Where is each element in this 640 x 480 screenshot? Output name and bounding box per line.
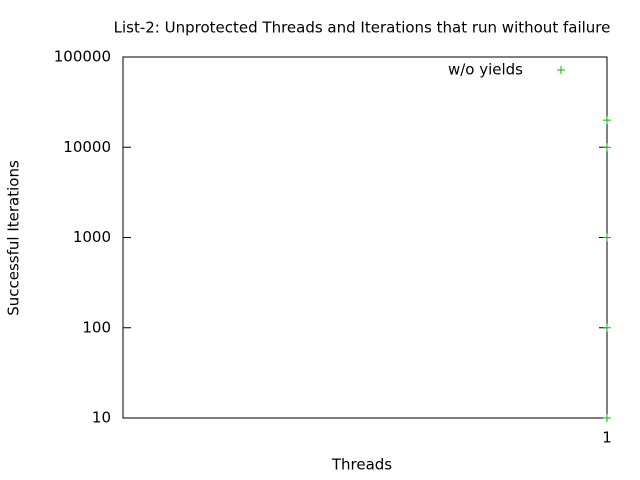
y-axis-label: Successful Iterations bbox=[5, 160, 23, 316]
x-tick-label: 1 bbox=[602, 429, 612, 447]
y-tick-label: 1000 bbox=[73, 228, 111, 246]
y-tick-label: 100 bbox=[82, 318, 111, 336]
point bbox=[603, 323, 611, 332]
legend-label: w/o yields bbox=[448, 61, 523, 79]
chart-title: List-2: Unprotected Threads and Iteratio… bbox=[114, 19, 611, 37]
point bbox=[603, 414, 611, 422]
y-tick-label: 100000 bbox=[54, 48, 111, 66]
point bbox=[603, 233, 611, 242]
y-tick-label: 10 bbox=[92, 409, 111, 427]
point bbox=[603, 116, 611, 125]
legend-marker bbox=[557, 66, 565, 74]
point bbox=[603, 143, 611, 152]
x-axis-label: Threads bbox=[331, 456, 392, 474]
y-tick-label: 10000 bbox=[63, 138, 111, 156]
